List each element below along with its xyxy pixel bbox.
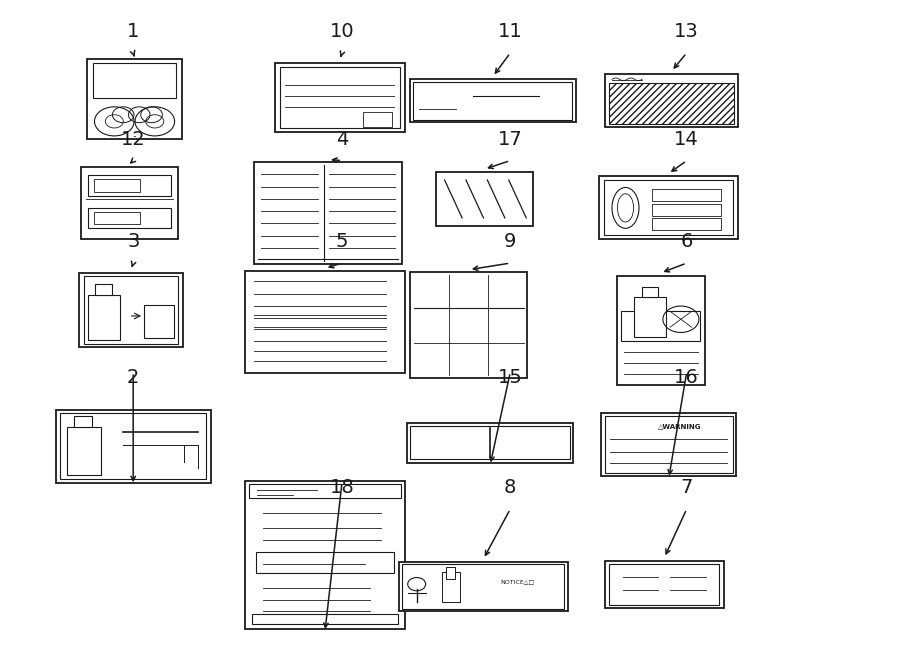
Bar bbox=[436, 172, 533, 226]
Bar bbox=[609, 83, 734, 124]
Text: 1: 1 bbox=[127, 22, 140, 41]
Bar bbox=[652, 217, 721, 229]
Bar bbox=[245, 481, 405, 629]
Bar bbox=[60, 413, 206, 479]
Bar bbox=[642, 287, 658, 297]
Bar bbox=[254, 162, 402, 264]
Bar bbox=[609, 564, 719, 605]
Bar bbox=[252, 614, 398, 624]
Bar bbox=[274, 63, 405, 132]
Text: 15: 15 bbox=[498, 368, 523, 387]
Bar bbox=[601, 413, 736, 476]
Text: 14: 14 bbox=[674, 130, 699, 149]
Bar bbox=[256, 552, 394, 572]
Bar bbox=[94, 212, 140, 224]
Text: 13: 13 bbox=[674, 22, 699, 41]
Bar bbox=[652, 204, 721, 215]
Text: 16: 16 bbox=[674, 368, 699, 387]
Bar bbox=[616, 276, 705, 385]
Text: 5: 5 bbox=[336, 232, 348, 251]
Bar bbox=[402, 564, 564, 609]
Text: 2: 2 bbox=[127, 368, 140, 387]
Bar bbox=[442, 572, 460, 602]
Bar bbox=[604, 180, 733, 235]
Bar bbox=[88, 208, 171, 229]
Text: 17: 17 bbox=[498, 130, 523, 149]
Bar bbox=[87, 59, 182, 139]
Bar bbox=[605, 561, 724, 608]
Text: 4: 4 bbox=[336, 130, 348, 149]
Bar bbox=[605, 416, 733, 473]
Bar bbox=[598, 176, 738, 239]
Bar bbox=[399, 562, 568, 611]
Bar bbox=[84, 276, 178, 344]
Bar bbox=[634, 297, 666, 336]
Bar bbox=[79, 273, 183, 347]
Bar bbox=[56, 410, 211, 483]
Bar bbox=[88, 175, 171, 196]
Bar bbox=[410, 426, 570, 459]
Bar bbox=[93, 63, 176, 98]
Text: 6: 6 bbox=[680, 232, 693, 251]
Bar bbox=[81, 167, 178, 239]
Text: 12: 12 bbox=[121, 130, 146, 149]
Text: 3: 3 bbox=[127, 232, 140, 251]
Bar bbox=[280, 67, 400, 128]
Bar bbox=[410, 79, 576, 122]
Bar bbox=[144, 305, 174, 338]
Bar bbox=[652, 189, 721, 201]
Text: 8: 8 bbox=[504, 478, 517, 497]
Text: 11: 11 bbox=[498, 22, 523, 41]
Bar bbox=[95, 284, 112, 295]
Text: 7: 7 bbox=[680, 478, 693, 497]
Text: 9: 9 bbox=[504, 232, 517, 251]
Bar bbox=[94, 179, 140, 192]
Text: NOTICE△□: NOTICE△□ bbox=[500, 579, 535, 584]
Bar bbox=[446, 567, 455, 579]
Bar bbox=[364, 112, 392, 127]
Bar bbox=[67, 427, 101, 475]
Text: △WARNING: △WARNING bbox=[658, 422, 701, 429]
Bar bbox=[74, 416, 92, 427]
Bar bbox=[249, 484, 400, 498]
Text: 10: 10 bbox=[329, 22, 355, 41]
Bar bbox=[407, 423, 573, 463]
Bar bbox=[413, 82, 572, 120]
Bar bbox=[245, 271, 405, 373]
Bar bbox=[88, 295, 120, 340]
Bar bbox=[605, 74, 738, 127]
Bar bbox=[410, 272, 527, 378]
Text: 18: 18 bbox=[329, 478, 355, 497]
Bar bbox=[621, 311, 700, 341]
